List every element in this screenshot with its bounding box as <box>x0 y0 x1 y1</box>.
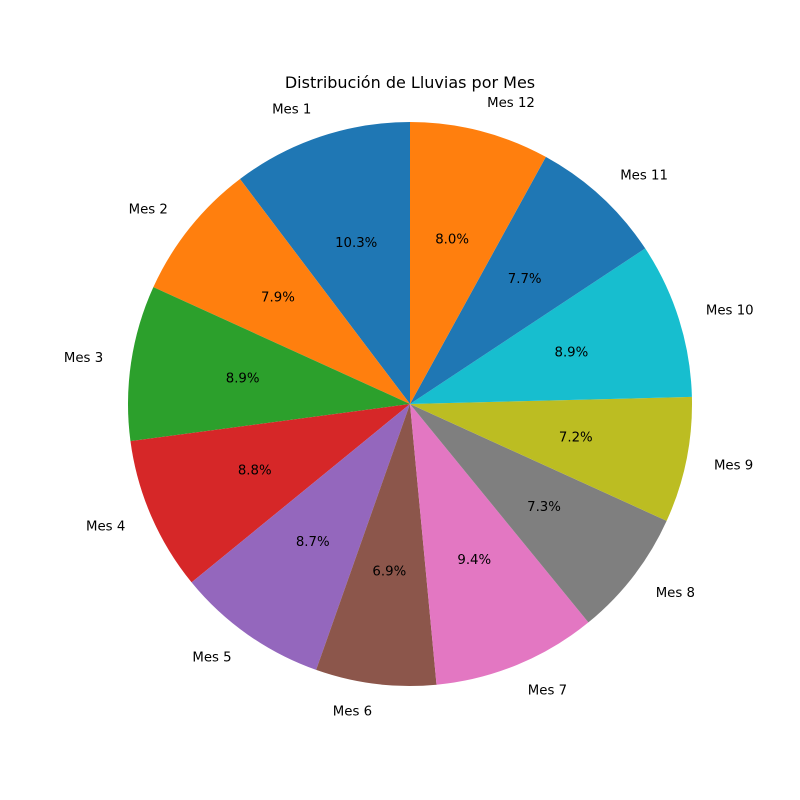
slice-percent-label-6: 6.9% <box>372 564 406 579</box>
slice-percent-label-4: 8.8% <box>238 464 272 479</box>
slice-label-11: Mes 11 <box>620 168 668 183</box>
slice-label-10: Mes 10 <box>706 303 754 318</box>
pie-slice-11 <box>410 156 646 404</box>
slice-label-1: Mes 1 <box>272 102 311 117</box>
pie-slice-10 <box>410 248 692 404</box>
slice-percent-label-7: 9.4% <box>457 553 491 568</box>
slice-percent-label-1: 10.3% <box>335 236 377 251</box>
slice-label-4: Mes 4 <box>86 520 125 535</box>
pie-slice-1 <box>239 122 410 404</box>
pie-slice-3 <box>127 287 410 442</box>
slice-label-5: Mes 5 <box>192 650 231 665</box>
slice-percent-label-2: 7.9% <box>261 291 295 306</box>
pie-slices <box>127 122 693 686</box>
pie-slice-2 <box>153 179 411 404</box>
slice-label-8: Mes 8 <box>656 586 695 601</box>
slice-label-12: Mes 12 <box>487 96 535 111</box>
slice-label-6: Mes 6 <box>333 704 372 719</box>
slice-percent-label-10: 8.9% <box>555 346 589 361</box>
pie-slice-7 <box>410 404 589 685</box>
slice-percent-label-8: 7.3% <box>527 500 561 515</box>
pie-labels: Mes 1 10.3% Mes 2 7.9% Mes 3 8.9% Mes 4 8.8% Mes… <box>64 96 754 719</box>
slice-percent-label-12: 8.0% <box>435 233 469 248</box>
slice-percent-label-9: 7.2% <box>559 430 593 445</box>
pie-slice-9 <box>410 396 693 521</box>
chart-title: Distribución de Lluvias por Mes <box>285 73 535 92</box>
slice-percent-label-11: 7.7% <box>508 272 542 287</box>
pie-slice-4 <box>130 404 411 583</box>
slice-label-7: Mes 7 <box>528 683 567 698</box>
pie-slice-6 <box>316 404 437 686</box>
pie-slice-8 <box>410 404 667 623</box>
pie-slice-5 <box>191 404 410 670</box>
slice-label-3: Mes 3 <box>64 351 103 366</box>
slice-percent-label-3: 8.9% <box>226 372 260 387</box>
slice-label-9: Mes 9 <box>714 458 753 473</box>
slice-percent-label-5: 8.7% <box>296 535 330 550</box>
slice-label-2: Mes 2 <box>129 203 168 218</box>
pie-slice-12 <box>410 122 546 404</box>
